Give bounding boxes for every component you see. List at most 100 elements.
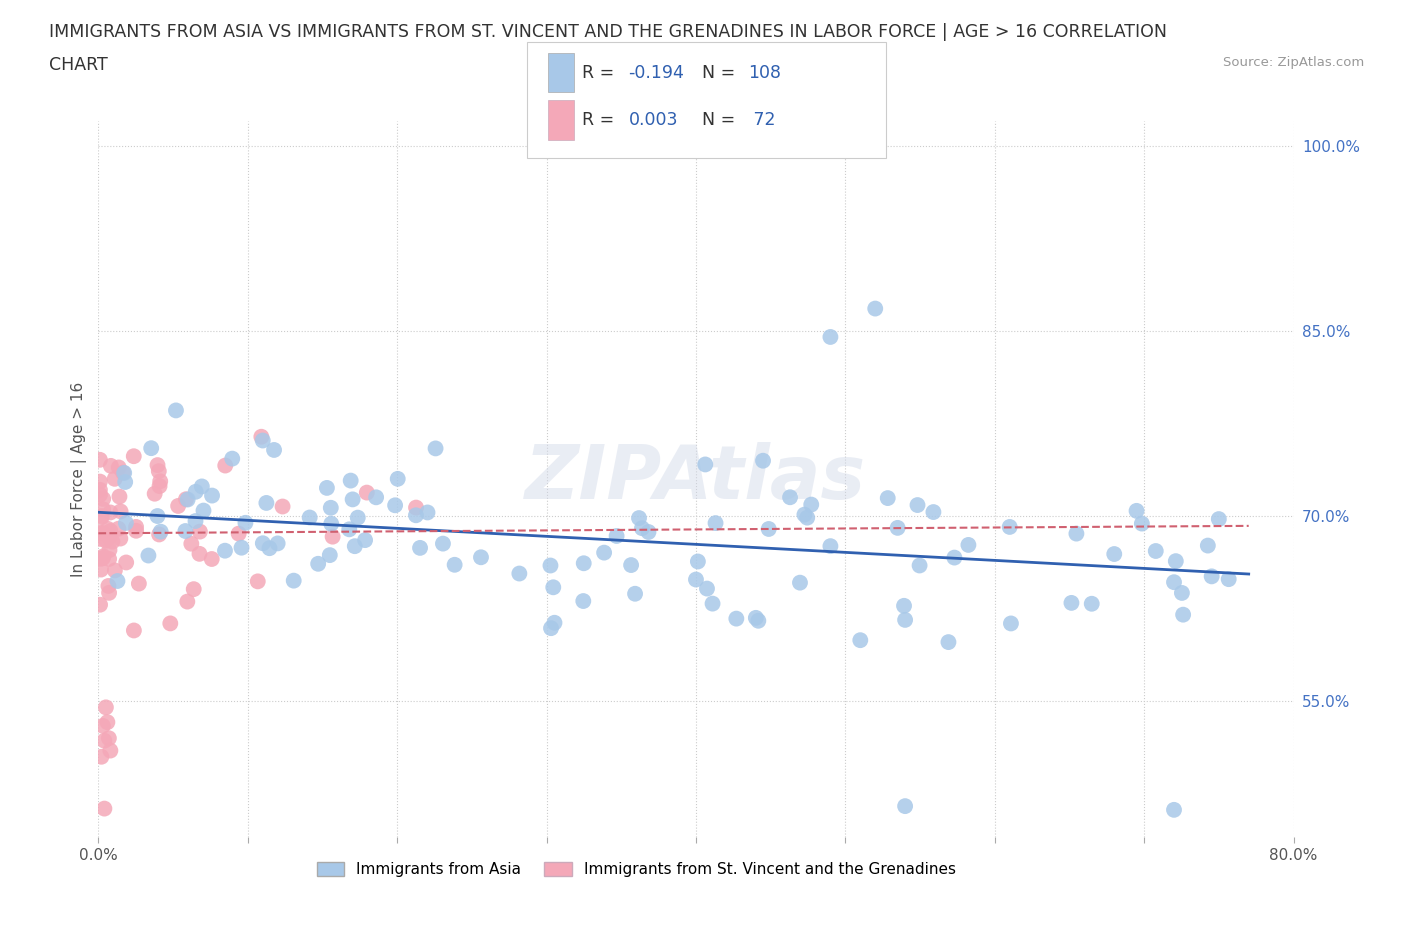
Point bbox=[409, 540, 432, 555]
Point bbox=[91, 551, 114, 565]
Point bbox=[188, 547, 211, 562]
Point bbox=[125, 520, 148, 535]
Point bbox=[1218, 572, 1240, 587]
Point bbox=[231, 540, 253, 555]
Point bbox=[98, 530, 121, 545]
Point bbox=[167, 498, 190, 513]
Point bbox=[957, 538, 980, 552]
Point bbox=[342, 492, 364, 507]
Point bbox=[266, 536, 288, 551]
Point bbox=[998, 520, 1021, 535]
Point bbox=[387, 472, 409, 486]
Point bbox=[540, 558, 562, 573]
Point bbox=[747, 613, 769, 628]
Text: 0.003: 0.003 bbox=[628, 111, 678, 129]
Point bbox=[849, 632, 872, 647]
Point bbox=[250, 430, 273, 445]
Point bbox=[91, 491, 114, 506]
Point bbox=[1130, 516, 1153, 531]
Point bbox=[115, 515, 138, 530]
Text: CHART: CHART bbox=[49, 56, 108, 73]
Point bbox=[104, 563, 127, 578]
Point bbox=[572, 593, 595, 608]
Point bbox=[89, 487, 111, 502]
Point bbox=[540, 620, 562, 635]
Point bbox=[416, 505, 439, 520]
Point bbox=[1163, 575, 1185, 590]
Point bbox=[138, 548, 160, 563]
Point bbox=[183, 582, 205, 597]
Point bbox=[572, 556, 595, 571]
Point bbox=[122, 449, 145, 464]
Point bbox=[94, 533, 117, 548]
Point bbox=[252, 536, 274, 551]
Point bbox=[91, 525, 114, 540]
Text: R =: R = bbox=[582, 64, 620, 82]
Point bbox=[100, 458, 122, 473]
Point bbox=[1000, 616, 1022, 631]
Point bbox=[907, 498, 929, 512]
Point bbox=[254, 496, 277, 511]
Point bbox=[221, 451, 243, 466]
Point bbox=[97, 522, 120, 537]
Point bbox=[343, 538, 366, 553]
Point bbox=[193, 503, 215, 518]
Point bbox=[1104, 547, 1126, 562]
Point bbox=[89, 483, 111, 498]
Legend: Immigrants from Asia, Immigrants from St. Vincent and the Grenadines: Immigrants from Asia, Immigrants from St… bbox=[311, 856, 962, 884]
Point bbox=[865, 301, 887, 316]
Point bbox=[543, 580, 565, 595]
Point bbox=[894, 799, 917, 814]
Point bbox=[108, 489, 131, 504]
Point bbox=[508, 566, 530, 581]
Point bbox=[214, 543, 236, 558]
Point bbox=[1144, 543, 1167, 558]
Point bbox=[98, 743, 122, 758]
Point bbox=[425, 441, 447, 456]
Point bbox=[96, 715, 118, 730]
Point bbox=[174, 524, 197, 538]
Point bbox=[432, 537, 454, 551]
Point bbox=[180, 537, 202, 551]
Point bbox=[307, 556, 329, 571]
Point bbox=[938, 634, 960, 649]
Point bbox=[176, 594, 198, 609]
Point bbox=[141, 441, 163, 456]
Point bbox=[98, 585, 121, 600]
Point bbox=[886, 521, 908, 536]
Text: Source: ZipAtlas.com: Source: ZipAtlas.com bbox=[1223, 56, 1364, 69]
Point bbox=[624, 586, 647, 601]
Point bbox=[128, 577, 150, 591]
Point bbox=[122, 623, 145, 638]
Point bbox=[631, 521, 654, 536]
Point bbox=[354, 533, 377, 548]
Point bbox=[91, 502, 114, 517]
Point bbox=[94, 700, 117, 715]
Text: -0.194: -0.194 bbox=[628, 64, 685, 82]
Point bbox=[366, 490, 388, 505]
Point bbox=[107, 574, 129, 589]
Point bbox=[1164, 553, 1187, 568]
Point bbox=[90, 510, 112, 525]
Point bbox=[89, 531, 111, 546]
Text: N =: N = bbox=[702, 111, 741, 129]
Point bbox=[321, 516, 343, 531]
Point bbox=[89, 474, 111, 489]
Point bbox=[90, 509, 112, 524]
Point bbox=[627, 511, 650, 525]
Point bbox=[148, 479, 170, 494]
Y-axis label: In Labor Force | Age > 16: In Labor Force | Age > 16 bbox=[72, 381, 87, 577]
Point bbox=[405, 508, 427, 523]
Point bbox=[149, 525, 172, 539]
Point bbox=[90, 562, 112, 577]
Point bbox=[235, 515, 257, 530]
Point bbox=[298, 510, 321, 525]
Point bbox=[356, 485, 378, 500]
Point bbox=[107, 460, 129, 475]
Point bbox=[1208, 512, 1230, 526]
Point bbox=[752, 453, 775, 468]
Point bbox=[252, 433, 274, 448]
Point bbox=[1171, 607, 1194, 622]
Point bbox=[637, 525, 659, 539]
Point bbox=[259, 540, 281, 555]
